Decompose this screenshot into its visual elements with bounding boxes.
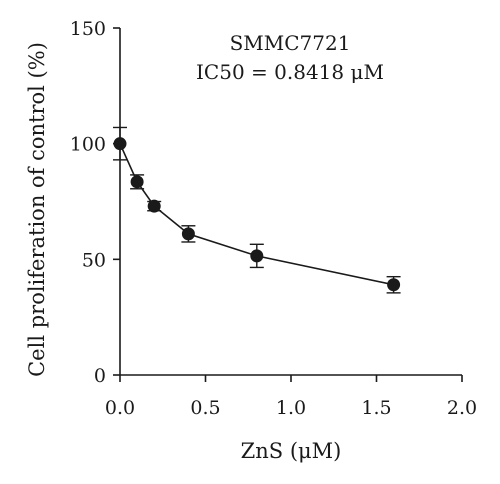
x-tick-label: 1.0: [276, 397, 306, 419]
data-point: [130, 175, 144, 189]
data-point: [387, 278, 401, 292]
data-point: [113, 137, 127, 151]
y-tick-label: 0: [94, 365, 106, 387]
plot-area: [113, 126, 401, 294]
y-tick-label: 100: [70, 134, 106, 156]
x-tick-label: 2.0: [447, 397, 477, 419]
annotation-cell-line: SMMC7721: [230, 31, 351, 55]
data-point: [181, 227, 195, 241]
x-tick-label: 1.5: [361, 397, 391, 419]
x-tick-label: 0.5: [190, 397, 220, 419]
y-tick-label: 50: [82, 249, 106, 271]
y-tick-label: 150: [70, 18, 106, 40]
y-axis-label: Cell proliferation of control (%): [25, 42, 49, 377]
annotation-ic50: IC50 = 0.8418 μM: [196, 60, 384, 84]
data-point: [250, 249, 264, 263]
data-point: [147, 199, 161, 213]
x-tick-label: 0.0: [105, 397, 135, 419]
ticks: 0.0 0.5 1.0 1.5 2.0 0 50 100 150: [70, 18, 477, 419]
x-axis-label: ZnS (μM): [241, 439, 342, 463]
